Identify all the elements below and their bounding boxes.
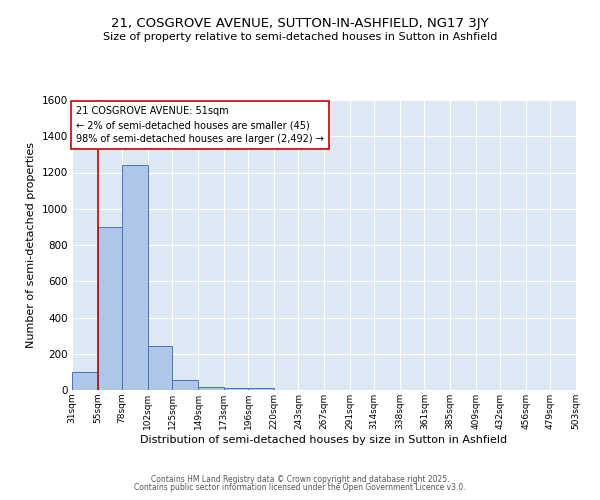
Bar	[72, 372, 98, 390]
Text: Size of property relative to semi-detached houses in Sutton in Ashfield: Size of property relative to semi-detach…	[103, 32, 497, 42]
Bar	[198, 388, 224, 390]
Text: Contains HM Land Registry data © Crown copyright and database right 2025.: Contains HM Land Registry data © Crown c…	[151, 475, 449, 484]
Y-axis label: Number of semi-detached properties: Number of semi-detached properties	[26, 142, 36, 348]
Bar	[98, 227, 122, 390]
Text: 21 COSGROVE AVENUE: 51sqm
← 2% of semi-detached houses are smaller (45)
98% of s: 21 COSGROVE AVENUE: 51sqm ← 2% of semi-d…	[76, 106, 324, 144]
Bar	[224, 388, 248, 390]
Bar	[248, 388, 274, 390]
Text: 21, COSGROVE AVENUE, SUTTON-IN-ASHFIELD, NG17 3JY: 21, COSGROVE AVENUE, SUTTON-IN-ASHFIELD,…	[111, 18, 489, 30]
Bar	[122, 165, 148, 390]
Bar	[172, 380, 198, 390]
X-axis label: Distribution of semi-detached houses by size in Sutton in Ashfield: Distribution of semi-detached houses by …	[140, 434, 508, 444]
Text: Contains public sector information licensed under the Open Government Licence v3: Contains public sector information licen…	[134, 483, 466, 492]
Bar	[148, 346, 172, 390]
